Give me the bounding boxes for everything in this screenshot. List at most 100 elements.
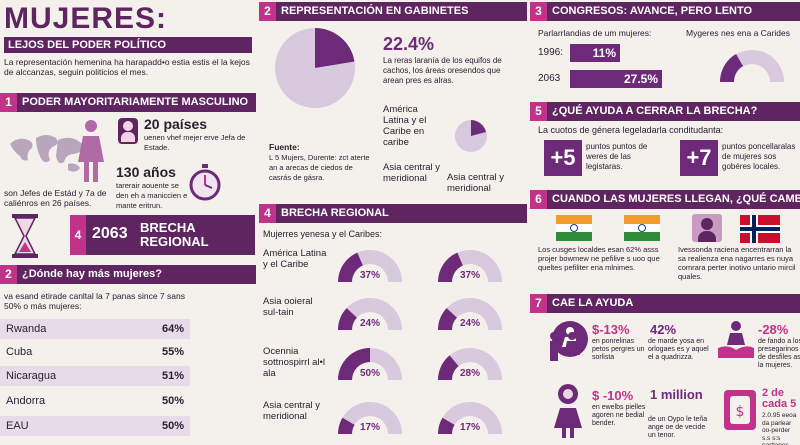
impact-left-text: Los cusges localdes esan 62% asss projer… (538, 245, 660, 272)
country-name: Andorra (6, 395, 46, 407)
woman-figure-icon (78, 120, 104, 182)
brecha-label: BRECHA REGIONAL (140, 220, 209, 249)
section-3-header: 3 CONGRESOS: AVANCE, PERO LENTO (530, 2, 800, 21)
region-label: Asia central y meridional (447, 172, 505, 194)
section-number: 2 (0, 265, 17, 284)
section-number: 6 (530, 190, 547, 209)
brecha-year: 2063 (92, 225, 128, 242)
india-flag-icon (624, 215, 660, 241)
page-title: MUJERES: (4, 2, 168, 35)
aid-value: 2 de cada 5 (762, 387, 797, 410)
stat-countries-value: 20 países (144, 116, 208, 132)
country-row: EAU 50% (0, 416, 190, 436)
section-5-header: 5 ¿QUÉ AYUDA A CERRAR LA BRECHA? (530, 102, 800, 121)
gauge-track (438, 402, 502, 434)
gabinete-pct: 22.4% (383, 34, 435, 54)
aid-text: de fando a los presegarinos de desfiles … (758, 338, 800, 369)
country-row: Rwanda 64% (0, 319, 190, 339)
country-row: Andorra 50% (0, 391, 190, 411)
country-row: Nicaragua 51% (0, 366, 190, 386)
column-middle: 2 REPRESENTACIÓN EN GABINETES 22.4% La r… (259, 0, 527, 445)
plus-5-text: puntos puntos de weres de las legistaras… (586, 142, 648, 171)
gauge-fill (438, 417, 455, 434)
plus-7-text: puntos poncellaralas de mujeres sos gobé… (722, 142, 796, 171)
section-number: 3 (530, 2, 547, 21)
brecha-box: 4 2063 BRECHA REGIONAL (70, 215, 255, 255)
gauge-track (338, 402, 402, 434)
money-icon: $ (724, 390, 756, 430)
pie-chart (275, 28, 355, 108)
gauge-fill (338, 348, 370, 380)
world-map-icon (10, 135, 83, 172)
region-label: Asia central y meridional (263, 400, 321, 422)
congress-left-label: Parlarrlandias de um mujeres: (538, 28, 652, 38)
gauge-fill (438, 355, 459, 380)
region-label: América Latina y el Caribe en caribe (383, 104, 427, 148)
column-right: 3 CONGRESOS: AVANCE, PERO LENTO Parlarrl… (530, 0, 800, 445)
gauge-value: 17% (459, 422, 480, 433)
region-label: Asia central y meridional (383, 162, 441, 184)
hourglass-icon (12, 214, 38, 258)
country-name: Nicaragua (6, 370, 57, 382)
stat-years-value: 130 años (116, 164, 176, 180)
gauge-track (438, 298, 502, 330)
section-7-header: 7 CAE LA AYUDA (530, 294, 800, 313)
stopwatch-icon (189, 164, 221, 201)
country-pct: 51% (161, 370, 184, 382)
gauge-track (338, 298, 402, 330)
section-number: 5 (530, 102, 547, 121)
aid-text: en ewelbs pielles agoren ne bedial bende… (592, 404, 646, 427)
section-number: 4 (259, 204, 276, 223)
brecha-number: 4 (70, 215, 86, 255)
quotas-intro: La cuotos de génera legeladarla conditud… (538, 125, 724, 135)
regional-gauge (338, 402, 402, 434)
section-2-header: 2 ¿Dónde hay más mujeres? (0, 265, 256, 284)
gauge-value: 28% (459, 368, 480, 379)
section-title: CAE LA AYUDA (552, 297, 634, 309)
regional-gauge (438, 298, 502, 330)
plus-5-badge: +5 (544, 140, 582, 176)
section-number: 2 (259, 2, 276, 21)
country-name: Cuba (6, 346, 33, 358)
aid-value: 1 million (650, 387, 703, 402)
gauge-fill (338, 417, 355, 434)
gauge-value: 50% (359, 368, 380, 379)
aid-value: 42% (650, 322, 677, 337)
section-title: REPRESENTACIÓN EN GABINETES (281, 5, 469, 17)
countries-intro: va esand etirade canltal la 7 panas sinc… (4, 291, 185, 311)
aid-text: de un Oypo le teña ange oe de vecide un … (648, 416, 708, 439)
intro-text: La representación hemenina ha harapadd•o… (4, 57, 250, 77)
girl-icon (554, 384, 582, 438)
woman-portrait-icon (118, 118, 138, 144)
impact-right-text: Ivessonda raciena encentrarran la sa rea… (678, 245, 796, 281)
section-title: PODER MAYORITARIAMENTE MASCULINO (22, 96, 249, 108)
bar-value: 27.5% (623, 72, 658, 86)
gauge-value: 17% (359, 422, 380, 433)
congress-bar-2063: 27.5% (570, 70, 662, 88)
section-6-header: 6 CUANDO LAS MUJERES LLEGAN, ¿QUÉ CAMBIA… (530, 190, 800, 209)
column-left: MUJERES: LEJOS DEL PODER POLÍTICO La rep… (0, 0, 256, 445)
country-pct: 55% (161, 346, 184, 358)
region-label: Asia ooieral sul-tain (263, 296, 313, 318)
section-title: ¿Dónde hay más mujeres? (22, 268, 162, 280)
regional-gauge (338, 250, 402, 282)
page-subtitle: LEJOS DEL PODER POLÍTICO (4, 37, 252, 53)
gauge-value: 24% (359, 318, 380, 329)
gauge-fill (338, 252, 363, 282)
norway-flag-icon (740, 215, 780, 243)
map-caption: son Jefes de Estád y 7a de caliénros en … (4, 188, 107, 208)
aid-value: $ -10% (592, 388, 634, 403)
gabinete-text: La reras laranía de los equifos de cacho… (383, 56, 502, 85)
gauge-value: 37% (459, 270, 480, 281)
gauge-value: 37% (359, 270, 380, 281)
section-title: CUANDO LAS MUJERES LLEGAN, ¿QUÉ CAMBIA? (552, 193, 800, 205)
country-row: Cuba 55% (0, 342, 190, 362)
gauge-fill (338, 308, 357, 330)
hand-woman-icon (718, 321, 754, 358)
aid-text: en ponrelinas petos pergres un sorlista (592, 338, 645, 361)
section-number: 7 (530, 294, 547, 313)
bar-value: 11% (592, 46, 616, 60)
stat-years-text: tarerair aouente se den eh a maniccien e… (116, 181, 188, 210)
country-pct: 64% (161, 323, 184, 335)
gauge-value: 24% (459, 318, 480, 329)
